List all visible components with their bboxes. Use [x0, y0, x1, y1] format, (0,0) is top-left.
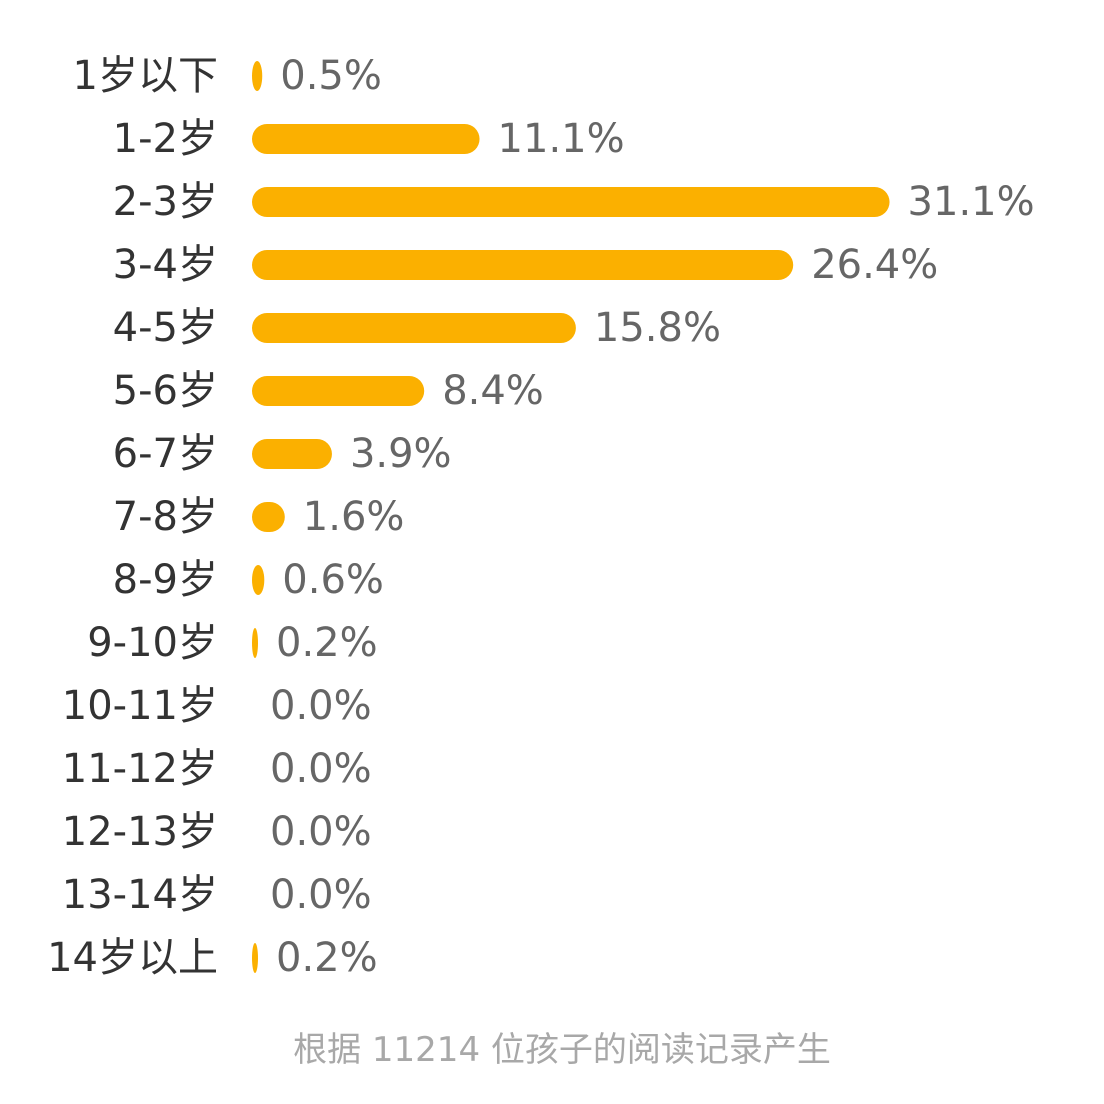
bar [252, 439, 332, 469]
category-label: 1-2岁 [113, 116, 218, 162]
category-label: 12-13岁 [62, 809, 218, 855]
category-label: 7-8岁 [113, 494, 218, 540]
bar [252, 502, 285, 532]
value-label: 0.2% [276, 620, 378, 666]
bar [252, 187, 890, 217]
value-label: 0.2% [276, 935, 378, 981]
category-label: 13-14岁 [62, 872, 218, 918]
bar [252, 313, 576, 343]
value-label: 0.0% [270, 872, 372, 918]
category-label: 8-9岁 [113, 557, 218, 603]
value-label: 31.1% [908, 179, 1035, 225]
category-label: 11-12岁 [62, 746, 218, 792]
category-label: 1岁以下 [73, 53, 218, 99]
value-label: 0.6% [282, 557, 384, 603]
bar [252, 61, 263, 91]
bar [252, 376, 425, 406]
bar [252, 943, 258, 973]
category-label: 6-7岁 [113, 431, 218, 477]
value-label: 11.1% [498, 116, 625, 162]
category-label: 5-6岁 [113, 368, 218, 414]
footnote: 根据 11214 位孩子的阅读记录产生 [293, 1030, 831, 1070]
category-label: 3-4岁 [113, 242, 218, 288]
bar [252, 250, 794, 280]
value-label: 0.0% [270, 746, 372, 792]
category-label: 10-11岁 [62, 683, 218, 729]
category-label: 4-5岁 [113, 305, 218, 351]
category-label: 2-3岁 [113, 179, 218, 225]
value-label: 0.0% [270, 809, 372, 855]
value-label: 0.0% [270, 683, 372, 729]
bar [252, 124, 480, 154]
value-label: 15.8% [594, 305, 721, 351]
value-label: 8.4% [442, 368, 544, 414]
bar [252, 565, 265, 595]
bar [252, 628, 258, 658]
value-label: 26.4% [811, 242, 938, 288]
value-label: 1.6% [303, 494, 405, 540]
category-label: 14岁以上 [47, 935, 218, 981]
value-label: 0.5% [280, 53, 382, 99]
category-label: 9-10岁 [87, 620, 218, 666]
value-label: 3.9% [350, 431, 452, 477]
